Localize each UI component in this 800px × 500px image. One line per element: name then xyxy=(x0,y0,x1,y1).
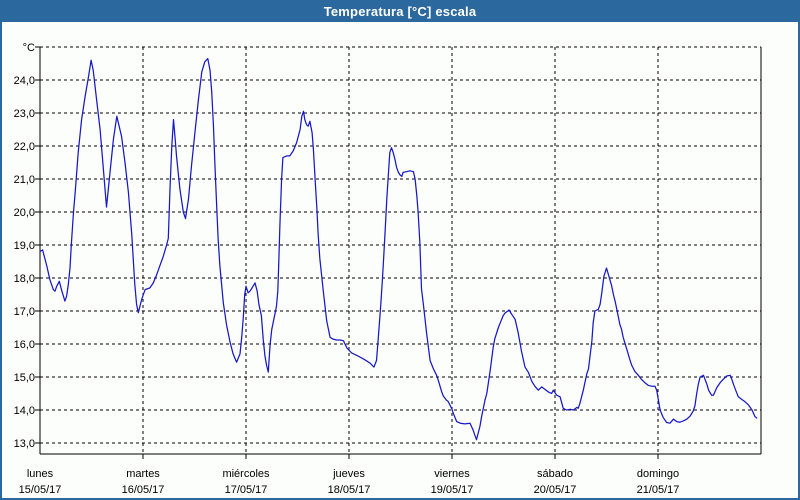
x-axis-day-label: sábado xyxy=(537,468,573,480)
x-axis-date-label: 18/05/17 xyxy=(328,484,371,496)
x-axis-day-label: jueves xyxy=(332,468,365,480)
x-axis-day-label: miércoles xyxy=(222,468,270,480)
x-axis-date-label: 16/05/17 xyxy=(122,484,165,496)
x-axis-date-label: 20/05/17 xyxy=(534,484,577,496)
y-axis-tick-label: 21,0 xyxy=(14,174,35,186)
x-axis-date-label: 19/05/17 xyxy=(431,484,474,496)
y-axis-tick-label: 13,0 xyxy=(14,438,35,450)
window-title-bar: Temperatura [°C] escala xyxy=(2,2,798,22)
x-axis-day-label: domingo xyxy=(637,468,679,480)
x-axis-date-label: 17/05/17 xyxy=(225,484,268,496)
y-axis-tick-label: 14,0 xyxy=(14,405,35,417)
x-axis-day-label: viernes xyxy=(434,468,470,480)
y-axis-unit-label: °C xyxy=(23,42,35,54)
y-axis-tick-label: 19,0 xyxy=(14,240,35,252)
y-axis-tick-label: 23,0 xyxy=(14,108,35,120)
y-axis-tick-label: 20,0 xyxy=(14,207,35,219)
temperature-line xyxy=(39,57,758,441)
y-axis-tick-label: 16,0 xyxy=(14,339,35,351)
y-axis-tick-label: 22,0 xyxy=(14,141,35,153)
y-axis-tick-label: 15,0 xyxy=(14,372,35,384)
y-axis-tick-label: 18,0 xyxy=(14,273,35,285)
x-axis-day-label: martes xyxy=(126,468,160,480)
x-axis-date-label: 15/05/17 xyxy=(19,484,62,496)
x-axis-day-label: lunes xyxy=(27,468,54,480)
y-axis-tick-label: 17,0 xyxy=(14,306,35,318)
temperature-chart: °C 24,0 23,0 22,0 21,0 20,0 19,0 18,0 17,0 16,0 15… xyxy=(14,42,762,496)
chart-area: °C 24,0 23,0 22,0 21,0 20,0 19,0 18,0 17,0 16,0 15… xyxy=(2,22,798,498)
x-axis-date-label: 21/05/17 xyxy=(637,484,680,496)
y-axis-tick-label: 24,0 xyxy=(14,75,35,87)
window-title: Temperatura [°C] escala xyxy=(323,4,477,19)
